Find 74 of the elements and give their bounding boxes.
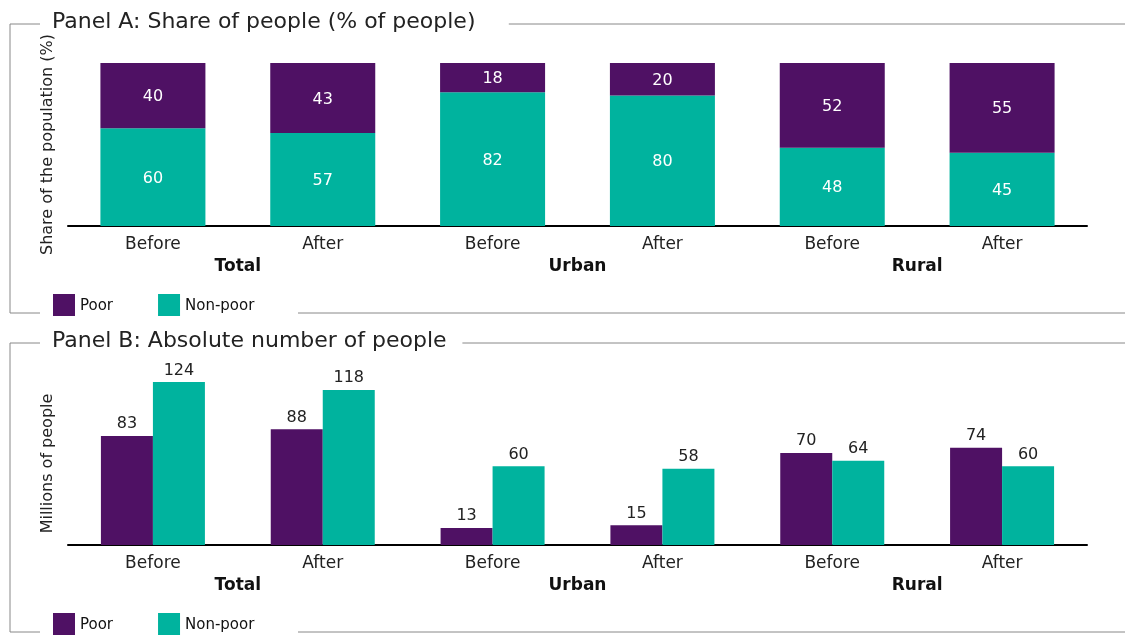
bar	[270, 429, 323, 545]
x-tick-label: Before	[125, 232, 181, 253]
x-tick-label: Before	[464, 232, 521, 253]
bar	[609, 95, 715, 226]
text: Rural	[891, 573, 943, 594]
data-label: 80	[652, 151, 673, 171]
data-label: 13	[456, 505, 477, 525]
data-label: 52	[822, 95, 843, 115]
bar	[949, 63, 1055, 153]
data-label: 74	[965, 425, 987, 445]
chart-title: Panel A: Share of people (% of people)	[48, 8, 480, 33]
legend-label: Poor	[80, 615, 114, 633]
x-tick-label: Before	[125, 551, 181, 572]
text: Total	[214, 254, 262, 275]
data-label: 57	[312, 170, 333, 190]
bar	[440, 527, 493, 545]
x-tick-label: After	[302, 551, 344, 572]
bar	[440, 92, 546, 226]
bar	[779, 147, 885, 226]
data-label: 83	[116, 413, 138, 433]
text: Urban	[548, 573, 607, 594]
data-label: 15	[626, 502, 647, 522]
bar	[610, 525, 663, 545]
x-tick-label: Before	[464, 551, 521, 572]
data-label: 60	[142, 167, 164, 187]
data-label: 43	[312, 88, 333, 108]
bar	[950, 447, 1003, 545]
bar	[270, 133, 376, 226]
bar	[832, 460, 885, 545]
x-tick-label: Before	[804, 232, 861, 253]
data-label: 88	[286, 406, 307, 426]
bar	[609, 63, 715, 96]
data-label: 45	[991, 179, 1013, 199]
text: Rural	[891, 254, 943, 275]
legend-label: Non-poor	[185, 296, 256, 314]
text: Total	[214, 573, 262, 594]
x-tick-label: After	[642, 551, 683, 572]
data-label: 82	[482, 149, 503, 169]
data-label: 60	[1017, 443, 1039, 463]
bar	[100, 128, 206, 226]
data-label: 20	[652, 69, 673, 89]
x-tick-label: After	[981, 551, 1023, 572]
text: Urban	[548, 254, 607, 275]
y-axis-title: Share of the population (%)	[36, 33, 56, 256]
bar	[440, 63, 546, 93]
data-label: 70	[796, 430, 817, 450]
data-label: 18	[482, 68, 503, 88]
x-tick-label: Before	[804, 551, 861, 572]
y-axis-title: Millions of people	[36, 393, 56, 534]
bar	[662, 468, 715, 545]
data-label: 60	[508, 443, 529, 463]
chart-title: Panel B: Absolute number of people	[48, 327, 451, 352]
bar	[152, 382, 205, 545]
bar	[322, 389, 375, 545]
data-label: 64	[848, 438, 869, 458]
data-label: 48	[822, 177, 843, 197]
x-tick-label: After	[302, 232, 344, 253]
data-label: 55	[991, 98, 1013, 118]
legend-label: Non-poor	[185, 615, 256, 633]
data-label: 40	[142, 86, 164, 106]
x-tick-label: After	[981, 232, 1023, 253]
bar	[779, 63, 885, 148]
bar	[949, 152, 1055, 226]
bar	[1002, 466, 1055, 545]
data-label: 58	[678, 446, 699, 466]
x-tick-label: After	[642, 232, 683, 253]
bar	[492, 466, 545, 545]
data-label: 124	[163, 359, 195, 379]
bar	[100, 63, 206, 129]
bar	[780, 452, 833, 545]
bar	[270, 63, 376, 134]
data-label: 118	[333, 367, 365, 387]
bar	[100, 435, 153, 545]
legend-label: Poor	[80, 296, 114, 314]
